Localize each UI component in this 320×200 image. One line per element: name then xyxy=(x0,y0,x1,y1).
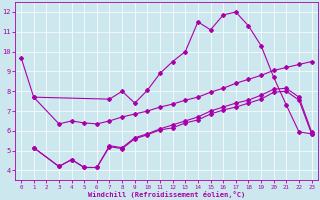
X-axis label: Windchill (Refroidissement éolien,°C): Windchill (Refroidissement éolien,°C) xyxy=(88,191,245,198)
